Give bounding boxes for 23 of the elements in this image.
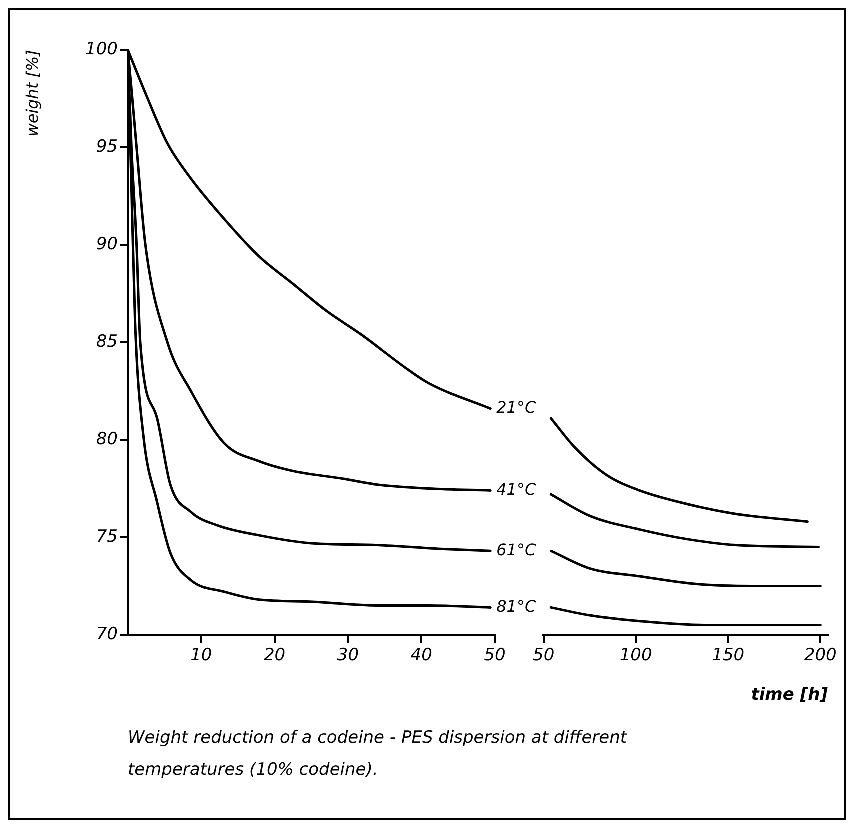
x-tick-label: 30 [337, 646, 360, 666]
y-tick-label: 90 [96, 234, 118, 254]
y-tick-label: 85 [96, 332, 118, 352]
y-tick-label: 100 [86, 39, 118, 60]
x-axis-title: time [h] [751, 685, 828, 706]
x-tick-label: 20 [264, 646, 286, 666]
x-tick-label: 200 [804, 646, 837, 666]
y-axis-title: weight [%] [22, 50, 42, 137]
x-tick-label: 40 [410, 646, 432, 666]
series-label: 41°C [496, 480, 537, 499]
y-tick-label: 95 [96, 136, 118, 157]
x-tick-label: 50 [484, 646, 506, 666]
series-label: 81°C [496, 596, 537, 616]
y-tick-label: 70 [96, 624, 118, 644]
x-tick-label: 50 [532, 646, 555, 666]
series-label: 61°C [496, 540, 537, 560]
x-tick-label: 100 [620, 646, 652, 666]
x-tick-label: 150 [712, 646, 745, 666]
y-tick-label: 75 [96, 526, 118, 547]
x-tick-label: 10 [190, 646, 212, 666]
y-tick-label: 80 [96, 429, 118, 450]
text: Weight reduction of a codeine - PES dispersion at different temperatures (10% codeine). [128, 727, 628, 782]
series-label: 21°C [496, 398, 537, 417]
